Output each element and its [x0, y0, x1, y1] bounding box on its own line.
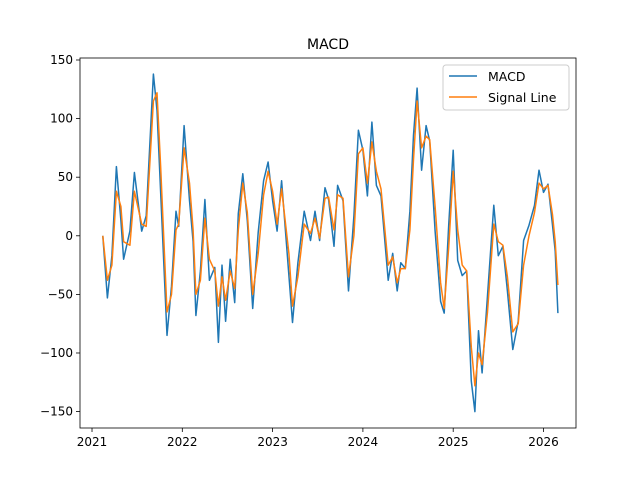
x-tick-label: 2025 [438, 435, 469, 449]
y-tick-label: −50 [48, 287, 73, 301]
legend-signal-label: Signal Line [488, 90, 557, 105]
y-tick-label: −150 [40, 405, 73, 419]
y-tick-label: 50 [58, 170, 73, 184]
x-tick-label: 2022 [167, 435, 198, 449]
x-tick-label: 2026 [528, 435, 559, 449]
legend-macd-label: MACD [488, 69, 525, 84]
y-tick-label: 0 [65, 229, 73, 243]
y-tick-label: 100 [50, 112, 73, 126]
legend: MACD Signal Line [442, 64, 570, 111]
y-tick-label: 150 [50, 53, 73, 67]
y-tick-label: −100 [40, 346, 73, 360]
signal-line [102, 92, 559, 387]
chart-title: MACD [307, 37, 349, 53]
plot-frame [79, 57, 577, 429]
x-tick-label: 2023 [257, 435, 288, 449]
x-tick-label: 2024 [348, 435, 379, 449]
x-tick-label: 2021 [77, 435, 108, 449]
